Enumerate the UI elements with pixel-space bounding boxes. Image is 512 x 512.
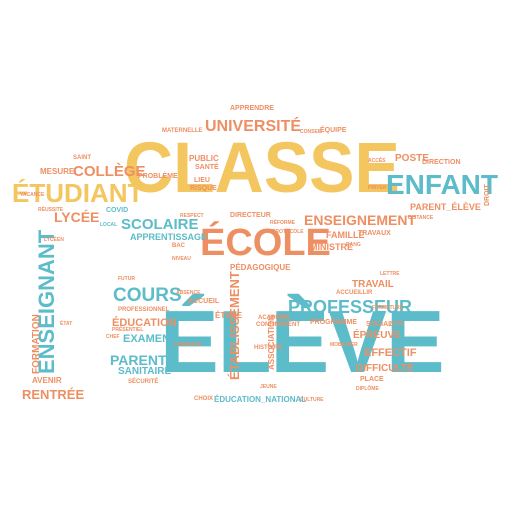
word-travaux: TRAVAUX: [358, 230, 391, 237]
word-social: SOCIAL: [366, 321, 393, 328]
word-maternelle: MATERNELLE: [162, 128, 203, 134]
word-apprendre: APPRENDRE: [230, 105, 274, 112]
word-rentree: RENTRÉE: [22, 387, 85, 402]
word-equipe: ÉQUIPE: [320, 127, 347, 134]
word-difficulte: DIFFICULTÉ: [356, 363, 414, 374]
word-enfant: ENFANT: [386, 169, 498, 200]
word-directeur: DIRECTEUR: [230, 212, 271, 219]
word-local: LOCAL: [100, 222, 118, 228]
word-lycee: LYCÉE: [54, 209, 100, 225]
word-lettre: LETTRE: [380, 271, 400, 277]
word-droit: DROIT: [484, 184, 491, 206]
word-programme: PROGRAMME: [310, 319, 358, 326]
word-conseil: CONSEIL: [300, 129, 323, 135]
word-scolaire: SCOLAIRE: [121, 216, 199, 233]
word-famille: FAMILLE: [326, 230, 365, 240]
word-probleme: PROBLÈME: [138, 173, 178, 180]
word-rang: RANG: [346, 242, 361, 248]
word-covid: COVID: [106, 207, 129, 214]
word-accueillir: ACCUEILLIR: [336, 290, 373, 296]
word-lyceen: LYCÉEN: [44, 237, 64, 243]
word-securite: SÉCURITÉ: [128, 379, 159, 385]
word-ministre: MINISTRE: [310, 242, 354, 252]
word-etat: ÉTAT: [60, 321, 73, 327]
word-etude: ÉTUDE: [215, 311, 243, 320]
word-cours: COURS: [113, 285, 182, 306]
word-mesure: MESURE: [40, 167, 75, 176]
word-examen: EXAMEN: [123, 333, 171, 345]
word-futur: FUTUR: [118, 276, 135, 282]
word-risque: RISQUE: [190, 185, 217, 192]
word-fermeture: FERMETURE: [372, 305, 404, 311]
word-apprentissage: APPRENTISSAGE: [130, 232, 208, 242]
word-college: COLLÈGE: [73, 163, 146, 180]
word-ecole: ÉCOLE: [200, 222, 331, 264]
word-accueil: ACCUEIL: [188, 298, 220, 305]
word-education: ÉDUCATION: [112, 317, 177, 329]
word-sante: SANTÉ: [195, 164, 219, 171]
word-saint: SAINT: [73, 155, 91, 161]
word-parent-eleve: PARENT_ÉLÈVE: [410, 202, 481, 212]
word-vacance: VACANCE: [20, 192, 45, 198]
word-note: NOTE: [390, 321, 404, 327]
word-formation: FORMATION: [31, 314, 42, 374]
word-culture: CULTURE: [300, 397, 324, 403]
word-place: PLACE: [360, 376, 384, 383]
word-acces: ACCÈS: [368, 158, 386, 164]
word-travail: TRAVAIL: [352, 279, 394, 290]
word-distance: DISTANCE: [408, 215, 434, 221]
word-histoire: HISTOIRE: [254, 345, 283, 351]
word-contexte: CONTEXTE: [174, 342, 202, 348]
word-confinement: CONFINEMENT: [256, 322, 300, 328]
word-professeur: PROFESSEUR: [288, 297, 413, 317]
word-etablissement: ÉTABLISSEMENT: [227, 271, 242, 380]
word-professionnel: PROFESSIONNEL: [118, 307, 170, 313]
word-universite: UNIVERSITÉ: [205, 118, 302, 135]
word-academie: ACADÉMIE: [258, 315, 291, 321]
word-lieu: LIEU: [194, 177, 210, 184]
word-enseignement: ENSEIGNEMENT: [304, 212, 417, 228]
word-education-national: ÉDUCATION_NATIONAL: [214, 395, 307, 404]
word-poste: POSTE: [395, 153, 429, 164]
word-effectif: EFFECTIF: [364, 347, 417, 359]
word-classe: CLASSE: [124, 127, 400, 208]
word-priver: PRIVER: [368, 185, 387, 191]
word-presentiel: PRÉSENTIEL: [112, 327, 144, 333]
word-avenir: AVENIR: [32, 376, 62, 385]
word-public: PUBLIC: [189, 154, 219, 163]
word-jeune: JEUNE: [260, 384, 277, 390]
word-protocole: PROTOCOLE: [272, 229, 304, 235]
word-absence: ABSENCE: [176, 290, 201, 296]
word-chef: CHEF: [106, 334, 120, 340]
word-epreuve: ÉPREUVE: [353, 330, 401, 341]
word-choix: CHOIX: [194, 396, 214, 402]
word-pedagogique: PÉDAGOGIQUE: [230, 263, 291, 272]
word-sanitaire: SANITAIRE: [118, 366, 172, 377]
word-etudiant: ÉTUDIANT: [12, 178, 144, 208]
word-direction: DIRECTION: [422, 159, 461, 166]
word-diplome: DIPLÔME: [356, 386, 379, 392]
word-respect: RESPECT: [180, 213, 204, 219]
word-niveau: NIVEAU: [172, 256, 191, 262]
word-reussite: RÉUSSITE: [38, 207, 64, 213]
word-parent: PARENT: [110, 352, 167, 368]
word-bac: BAC: [172, 243, 185, 249]
word-eleve: ÉLÈVE: [160, 292, 445, 391]
word-reforme: RÉFORME: [270, 220, 295, 226]
word-mobiliser: MOBILISER: [330, 342, 358, 348]
